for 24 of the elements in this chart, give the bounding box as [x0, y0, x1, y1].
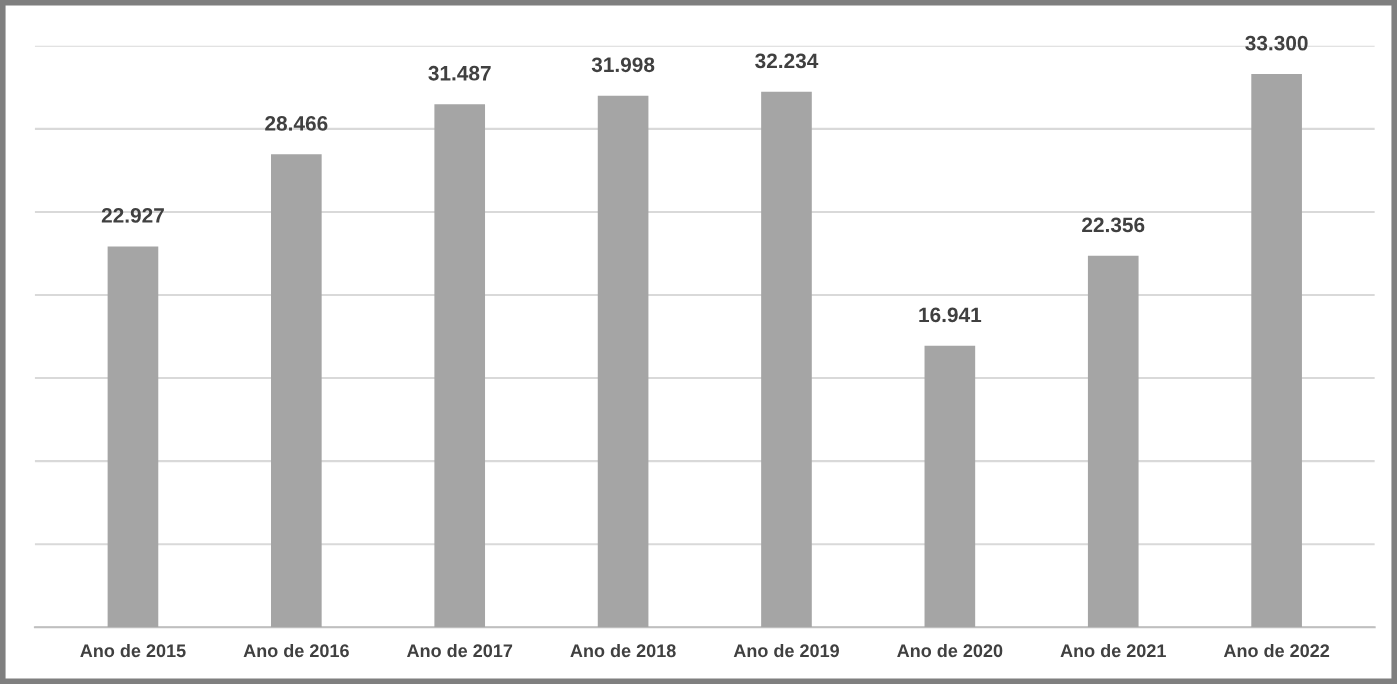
x-tick-label: Ano de 2019	[733, 643, 839, 658]
bar	[1251, 74, 1302, 628]
data-label: 31.487	[428, 65, 491, 81]
bar	[434, 104, 486, 628]
bar	[271, 154, 322, 628]
data-label: 32.234	[755, 53, 819, 69]
bar	[1087, 255, 1139, 628]
data-label: 31.998	[591, 57, 655, 73]
bar	[107, 246, 159, 628]
bar	[597, 95, 649, 628]
x-tick-label: Ano de 2022	[1223, 643, 1330, 658]
x-tick-label: Ano de 2018	[570, 643, 676, 658]
data-label: 28.466	[265, 116, 328, 131]
data-label: 22.356	[1082, 217, 1145, 233]
x-tick-label: Ano de 2017	[406, 643, 513, 658]
x-tick-label: Ano de 2020	[897, 643, 1003, 658]
data-label: 16.941	[919, 307, 982, 323]
x-tick-label: Ano de 2015	[80, 643, 186, 658]
data-label: 22.927	[101, 208, 164, 223]
x-tick-label: Ano de 2021	[1060, 643, 1166, 658]
x-tick-label: Ano de 2016	[243, 643, 349, 658]
data-label: 33.300	[1245, 35, 1308, 51]
bar	[761, 91, 812, 628]
bar	[924, 345, 976, 628]
